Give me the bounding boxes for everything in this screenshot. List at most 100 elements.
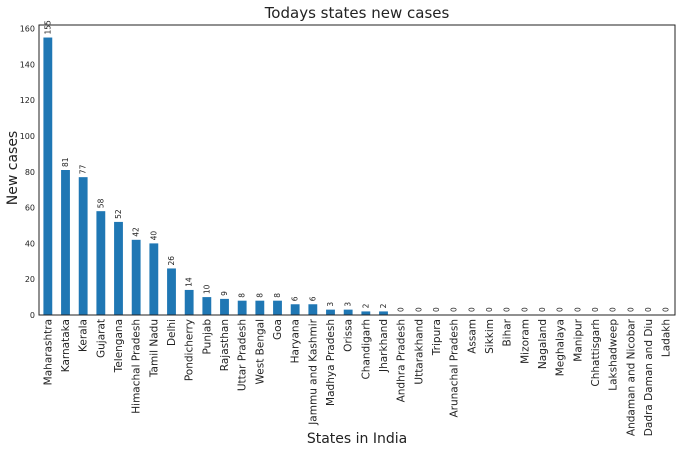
y-tick-label: 40 (25, 239, 35, 248)
bar-orissa (343, 309, 353, 315)
y-tick-label: 100 (20, 132, 35, 141)
x-tick-label: Nagaland (537, 319, 549, 369)
y-tick-label: 160 (20, 25, 35, 34)
x-ticks-layer: Maharashtra Karnataka Kerala Gujarat Telenga… (42, 318, 672, 436)
data-label: 9 (220, 291, 229, 296)
x-tick-label: Goa (272, 319, 284, 340)
y-tick-label: 60 (25, 204, 35, 213)
x-tick-label: Jharkhand (378, 319, 390, 373)
data-label: 0 (450, 307, 459, 312)
x-tick-label: Lakshadweep (608, 319, 620, 391)
data-label: 58 (96, 198, 105, 208)
data-label: 0 (573, 307, 582, 312)
data-label: 0 (538, 307, 547, 312)
x-tick-label: Kerala (78, 319, 90, 352)
data-label: 0 (485, 307, 494, 312)
y-tick-label: 20 (25, 275, 35, 284)
data-label: 3 (344, 302, 353, 307)
data-label: 8 (273, 293, 282, 298)
data-label: 0 (503, 307, 512, 312)
y-tick-label: 0 (30, 311, 35, 320)
x-tick-label: Rajasthan (219, 319, 231, 371)
x-tick-label: Chhattisgarh (590, 319, 602, 387)
x-tick-label: Meghalaya (555, 319, 567, 376)
bar-goa (273, 300, 282, 315)
x-tick-label: Andhra Pradesh (396, 319, 408, 402)
y-tick-label: 120 (20, 96, 35, 105)
bar-gujarat (96, 211, 106, 315)
bar-rajasthan (220, 298, 229, 315)
y-ticks-layer: 0 20 40 60 80 100 120 140 160 (20, 25, 35, 320)
x-tick-label: Haryana (290, 319, 302, 363)
data-label: 0 (644, 307, 653, 312)
data-label: 40 (149, 231, 158, 241)
data-label: 0 (414, 307, 423, 312)
x-tick-label: Himachal Pradesh (131, 319, 143, 414)
x-tick-label: Telengana (113, 319, 125, 373)
x-tick-label: Uttarakhand (413, 319, 425, 385)
bar-kerala (78, 177, 88, 315)
x-tick-label: Tamil Nadu (148, 319, 160, 378)
bar-madhya-pradesh (326, 309, 335, 315)
bar-chandigarh (361, 311, 371, 315)
data-label: 0 (467, 307, 476, 312)
x-tick-label: Arunachal Pradesh (449, 319, 461, 418)
data-label: 0 (556, 307, 565, 312)
x-tick-label: Manipur (572, 318, 584, 361)
data-label: 8 (255, 293, 264, 298)
bar-karnataka (61, 170, 70, 315)
bar-jammu-and-kashmir (308, 304, 318, 315)
x-tick-label: Delhi (166, 319, 178, 346)
x-tick-label: Uttar Pradesh (237, 319, 249, 391)
data-label: 8 (238, 293, 247, 298)
x-tick-label: Tripura (431, 319, 443, 356)
bar-west-bengal (255, 300, 265, 315)
y-axis-label: New cases (5, 131, 21, 205)
bar-tamil-nadu (149, 243, 159, 315)
data-label: 0 (520, 307, 529, 312)
chart-title: Todays states new cases (264, 4, 450, 22)
x-tick-label: Punjab (201, 319, 213, 355)
x-tick-label: West Bengal (254, 319, 266, 385)
bar-pondicherry (184, 289, 194, 315)
x-tick-label: Pondicherry (184, 319, 196, 381)
x-tick-label: Bihar (502, 318, 514, 346)
data-label: 155 (43, 20, 52, 35)
x-tick-label: Mizoram (519, 319, 531, 364)
data-label: 0 (591, 307, 600, 312)
value-labels-layer: 155 81 77 58 52 42 40 26 14 10 9 8 8 8 6 6 3 3 2 2 0 0 0 0 0 0 0 0 0… (43, 20, 670, 312)
data-label: 6 (308, 296, 317, 301)
x-tick-label: Andaman and Nicobar (625, 318, 637, 436)
data-label: 2 (379, 303, 388, 308)
data-label: 0 (626, 307, 635, 312)
data-label: 10 (202, 284, 211, 294)
data-label: 81 (61, 157, 70, 167)
x-tick-label: Orissa (343, 319, 355, 352)
x-axis-label: States in India (307, 431, 407, 447)
data-label: 6 (291, 296, 300, 301)
x-tick-label: Assam (466, 319, 478, 354)
bar-haryana (290, 304, 300, 315)
bar-maharashtra (43, 37, 53, 316)
y-tick-label: 80 (25, 168, 35, 177)
bar-uttar-pradesh (237, 300, 247, 315)
data-label: 77 (79, 164, 88, 174)
bar-punjab (202, 297, 212, 315)
x-tick-label: Ladakh (661, 319, 673, 357)
x-tick-label: Karnataka (60, 319, 72, 372)
plot-frame (38, 24, 676, 316)
data-label: 0 (432, 307, 441, 312)
bar-himachal-pradesh (131, 239, 141, 315)
bar-telengana (114, 221, 123, 315)
bar-delhi (167, 268, 176, 315)
x-tick-label: Chandigarh (360, 319, 372, 380)
data-label: 2 (361, 303, 370, 308)
bar-jharkhand (379, 311, 388, 315)
x-tick-label: Gujarat (95, 319, 107, 358)
x-tick-label: Sikkim (484, 319, 496, 354)
x-tick-label: Dadra Daman and Diu (643, 319, 655, 436)
data-label: 52 (114, 209, 123, 219)
data-label: 0 (609, 307, 618, 312)
